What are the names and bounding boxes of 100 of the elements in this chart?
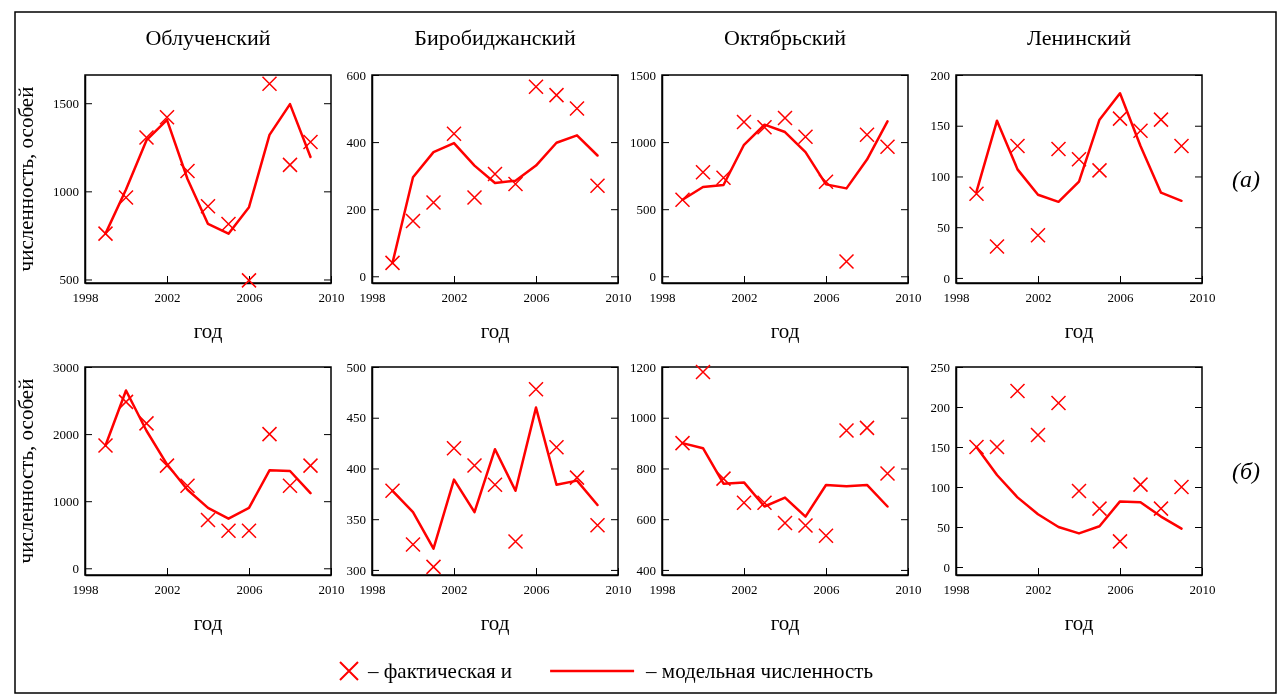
point bbox=[736, 114, 752, 130]
point bbox=[384, 255, 401, 271]
x-tick-label: 1998 bbox=[943, 582, 970, 598]
point bbox=[1030, 227, 1046, 244]
point bbox=[1112, 533, 1128, 550]
point bbox=[384, 483, 401, 499]
x-tick-label: 2010 bbox=[318, 290, 345, 306]
x-tick-label: 2002 bbox=[154, 290, 181, 306]
point bbox=[159, 457, 175, 474]
point bbox=[674, 435, 691, 451]
point bbox=[138, 415, 155, 432]
point bbox=[1050, 141, 1067, 157]
x-tick-label: 2002 bbox=[1025, 582, 1052, 598]
y-tick-label: 200 bbox=[930, 67, 950, 83]
point bbox=[548, 439, 565, 455]
point bbox=[446, 440, 462, 456]
point bbox=[879, 139, 896, 155]
point bbox=[446, 125, 462, 142]
point bbox=[179, 163, 196, 179]
y-tick-label: 50 bbox=[937, 219, 950, 235]
point bbox=[1153, 500, 1169, 517]
x-tick-label: 2006 bbox=[236, 290, 263, 306]
point bbox=[261, 76, 278, 92]
chart-title: Биробиджанский bbox=[414, 25, 576, 50]
point bbox=[736, 494, 752, 511]
y-tick-label: 800 bbox=[636, 461, 656, 477]
point bbox=[838, 253, 855, 270]
point bbox=[261, 426, 278, 442]
point bbox=[1030, 427, 1046, 443]
y-tick-label: 0 bbox=[649, 268, 656, 284]
x-tick-label: 2002 bbox=[731, 582, 758, 598]
y-tick-label: 50 bbox=[937, 519, 950, 535]
point bbox=[777, 515, 793, 531]
point bbox=[1050, 395, 1067, 411]
point bbox=[487, 166, 503, 182]
y-tick-label: 400 bbox=[346, 461, 366, 477]
text: (а) bbox=[1232, 166, 1260, 192]
x-tick-label: 1998 bbox=[72, 582, 99, 598]
x-tick-label: 2002 bbox=[441, 582, 468, 598]
y-tick-label: 600 bbox=[636, 511, 656, 527]
point bbox=[220, 216, 237, 232]
x-tick-label: 1998 bbox=[72, 290, 99, 306]
point bbox=[797, 128, 814, 145]
point bbox=[1071, 151, 1087, 167]
point bbox=[282, 478, 298, 494]
x-tick-label: 2010 bbox=[895, 290, 922, 306]
point bbox=[466, 189, 483, 206]
point bbox=[838, 422, 855, 439]
y-axis-title: численность, особей bbox=[14, 86, 38, 272]
point bbox=[1009, 138, 1026, 154]
y-tick-label: 100 bbox=[930, 479, 950, 495]
point bbox=[569, 100, 585, 117]
point bbox=[528, 78, 544, 95]
y-tick-label: 1500 bbox=[630, 67, 656, 83]
x-axis-title: год bbox=[1064, 319, 1094, 343]
y-tick-label: 400 bbox=[346, 134, 366, 150]
point bbox=[405, 213, 421, 229]
y-tick-label: 500 bbox=[346, 359, 366, 375]
point bbox=[989, 439, 1005, 455]
point bbox=[756, 119, 773, 136]
point bbox=[879, 465, 896, 482]
x-axis-title: год bbox=[193, 611, 223, 635]
x-axis-title: год bbox=[480, 319, 510, 343]
point bbox=[715, 470, 732, 487]
point bbox=[818, 527, 834, 544]
point bbox=[302, 457, 319, 474]
point bbox=[118, 189, 134, 206]
point bbox=[528, 381, 544, 398]
point bbox=[507, 533, 524, 550]
point bbox=[589, 177, 606, 194]
point bbox=[1091, 162, 1108, 179]
point bbox=[405, 536, 421, 553]
point bbox=[97, 437, 114, 454]
y-tick-label: 200 bbox=[346, 201, 366, 217]
point bbox=[1132, 476, 1149, 493]
y-tick-label: 100 bbox=[930, 169, 950, 185]
point bbox=[1132, 123, 1149, 139]
point bbox=[425, 194, 442, 211]
point bbox=[282, 157, 298, 173]
point bbox=[138, 129, 155, 146]
legend-label: – модельная численность bbox=[645, 659, 874, 683]
x-tick-label: 2006 bbox=[1107, 582, 1134, 598]
x-tick-label: 2010 bbox=[605, 582, 632, 598]
x-tick-label: 1998 bbox=[943, 290, 970, 306]
x-tick-label: 2006 bbox=[813, 290, 840, 306]
point bbox=[1173, 138, 1190, 154]
point bbox=[968, 185, 985, 202]
point bbox=[859, 420, 875, 436]
point bbox=[569, 469, 585, 486]
x-tick-label: 2006 bbox=[523, 582, 550, 598]
point bbox=[695, 364, 711, 380]
y-tick-label: 1500 bbox=[53, 95, 79, 111]
x-axis-title: год bbox=[1064, 611, 1094, 635]
point bbox=[466, 457, 483, 474]
y-tick-label: 0 bbox=[359, 268, 366, 284]
point bbox=[200, 198, 216, 215]
y-tick-label: 200 bbox=[930, 399, 950, 415]
x-axis-title: год bbox=[770, 611, 800, 635]
y-tick-label: 0 bbox=[943, 559, 950, 575]
x-tick-label: 2006 bbox=[236, 582, 263, 598]
